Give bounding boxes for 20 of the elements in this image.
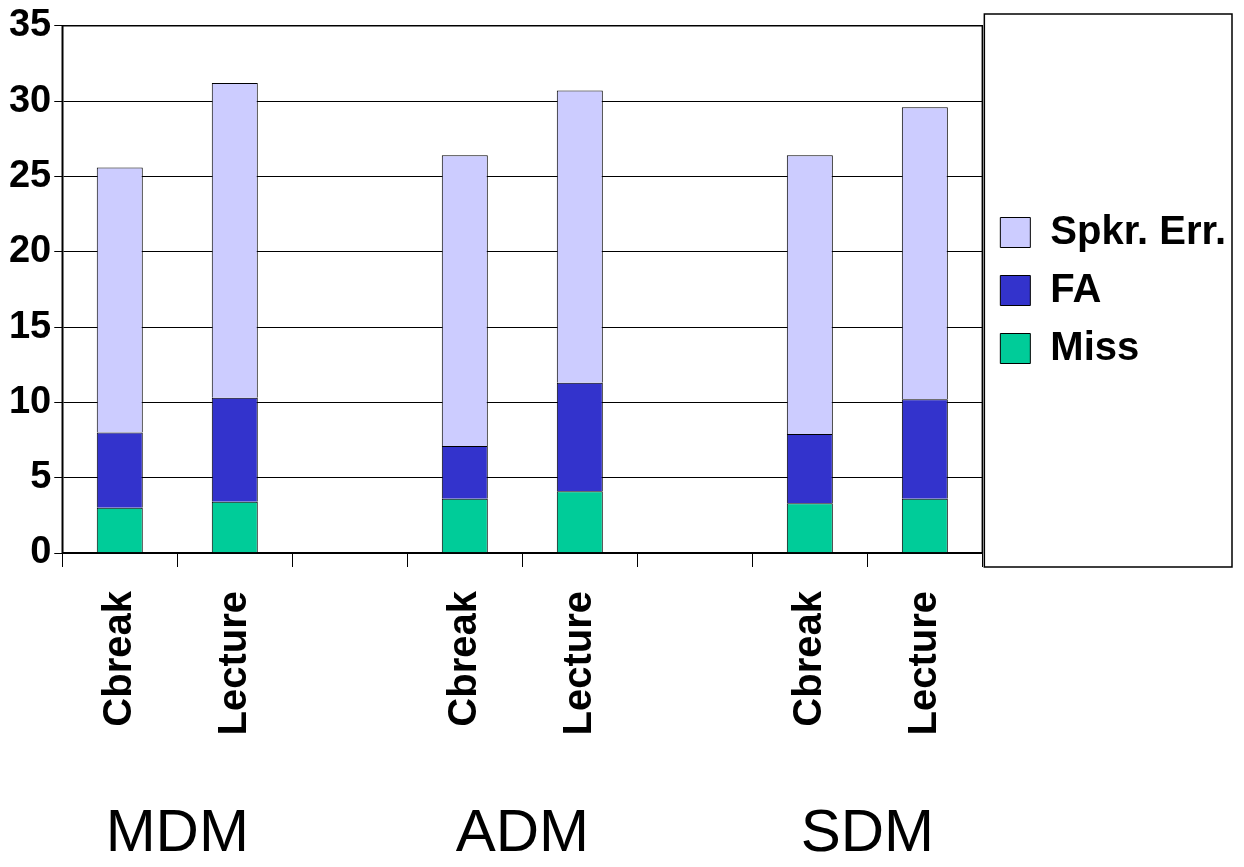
y-tick-label: 10	[8, 378, 52, 421]
text: ADM	[455, 797, 589, 864]
y-tick-label: 15	[8, 303, 52, 346]
x-tick-label: Cbreak	[94, 590, 139, 727]
text: SDM	[800, 797, 934, 864]
legend-label: Miss	[1050, 323, 1140, 368]
y-tick-label: 35	[8, 2, 52, 45]
y-tick-label: 30	[8, 77, 52, 120]
y-tick-label: 5	[30, 454, 52, 497]
y-tick-label: 20	[8, 228, 52, 271]
text: MDM	[105, 797, 249, 864]
x-tick-label: Lecture	[554, 591, 599, 736]
x-tick-label: Cbreak	[439, 590, 484, 727]
legend-label: FA	[1050, 265, 1102, 310]
x-tick-label: Cbreak	[784, 590, 829, 727]
legend-label: Spkr. Err.	[1050, 207, 1227, 252]
y-tick-label: 0	[30, 529, 52, 572]
y-tick-label: 25	[8, 152, 52, 195]
x-tick-label: Lecture	[899, 591, 944, 736]
x-tick-label: Lecture	[209, 591, 254, 736]
